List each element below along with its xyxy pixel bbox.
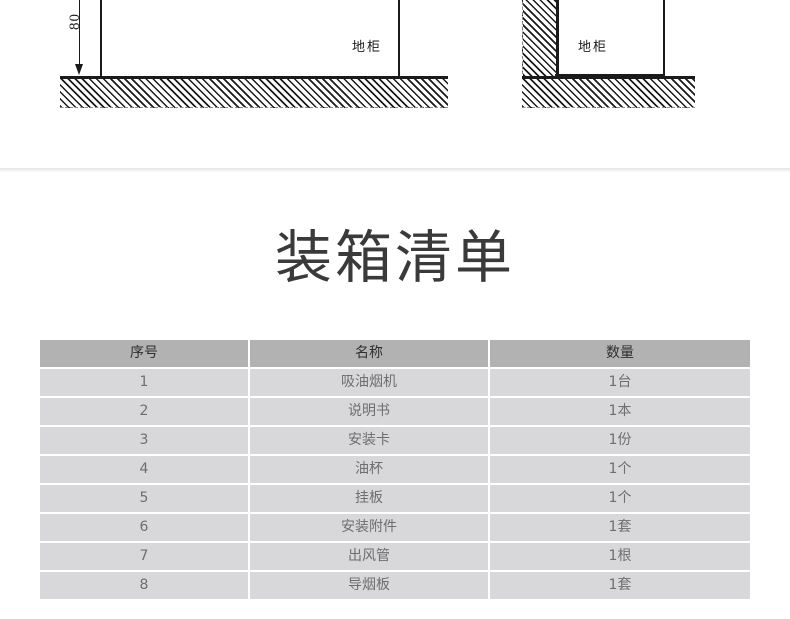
table-row: 4 油杯 1个 [40, 456, 750, 485]
drawing-left-elevation: 80 地柜 [55, 0, 455, 110]
cell-quantity: 1本 [490, 398, 750, 427]
cell-name: 安装附件 [250, 514, 490, 543]
column-header-qty: 数量 [490, 340, 750, 369]
table-row: 5 挂板 1个 [40, 485, 750, 514]
cell-name: 出风管 [250, 543, 490, 572]
cell-index: 1 [40, 369, 250, 398]
cabinet-right-edge [398, 0, 400, 76]
cell-quantity: 1台 [490, 369, 750, 398]
column-header-name: 名称 [250, 340, 490, 369]
cell-index: 2 [40, 398, 250, 427]
table-row: 8 导烟板 1套 [40, 572, 750, 599]
table-header-row: 序号 名称 数量 [40, 340, 750, 369]
cabinet-left-edge [100, 0, 102, 76]
wall-hatch-right [522, 0, 559, 104]
floor-slab-hatch-right [522, 76, 695, 108]
table-row: 1 吸油烟机 1台 [40, 369, 750, 398]
table-row: 6 安装附件 1套 [40, 514, 750, 543]
drawing-right-elevation: 地柜 [515, 0, 710, 110]
cell-name: 吸油烟机 [250, 369, 490, 398]
table-body: 1 吸油烟机 1台 2 说明书 1本 3 安装卡 1份 4 油杯 1个 5 挂板… [40, 369, 750, 599]
technical-drawing-section: 80 地柜 地柜 [0, 0, 790, 172]
cell-index: 4 [40, 456, 250, 485]
column-header-index: 序号 [40, 340, 250, 369]
cabinet-label-right: 地柜 [578, 40, 609, 55]
cell-quantity: 1个 [490, 485, 750, 514]
table-row: 3 安装卡 1份 [40, 427, 750, 456]
cell-quantity: 1套 [490, 572, 750, 599]
packing-list-table: 序号 名称 数量 1 吸油烟机 1台 2 说明书 1本 3 安装卡 1份 4 油… [40, 340, 750, 599]
cell-name: 安装卡 [250, 427, 490, 456]
cabinet-bottom-edge [555, 74, 665, 76]
dimension-line-80 [79, 0, 80, 66]
cell-quantity: 1份 [490, 427, 750, 456]
table-row: 2 说明书 1本 [40, 398, 750, 427]
table-header: 序号 名称 数量 [40, 340, 750, 369]
cell-quantity: 1个 [490, 456, 750, 485]
floor-slab-hatch-left [60, 76, 448, 108]
cell-index: 8 [40, 572, 250, 599]
dimension-arrowhead-80 [74, 64, 83, 75]
cell-name: 挂板 [250, 485, 490, 514]
cell-index: 3 [40, 427, 250, 456]
dimension-label-80: 80 [67, 13, 83, 30]
cell-index: 7 [40, 543, 250, 572]
cell-name: 说明书 [250, 398, 490, 427]
cabinet-label-left: 地柜 [352, 40, 383, 55]
page-title: 装箱清单 [275, 225, 515, 291]
cell-index: 6 [40, 514, 250, 543]
cell-quantity: 1根 [490, 543, 750, 572]
cell-quantity: 1套 [490, 514, 750, 543]
cell-index: 5 [40, 485, 250, 514]
section-divider [0, 168, 790, 172]
cell-name: 油杯 [250, 456, 490, 485]
cell-name: 导烟板 [250, 572, 490, 599]
cabinet-right-edge [663, 0, 665, 76]
table-row: 7 出风管 1根 [40, 543, 750, 572]
